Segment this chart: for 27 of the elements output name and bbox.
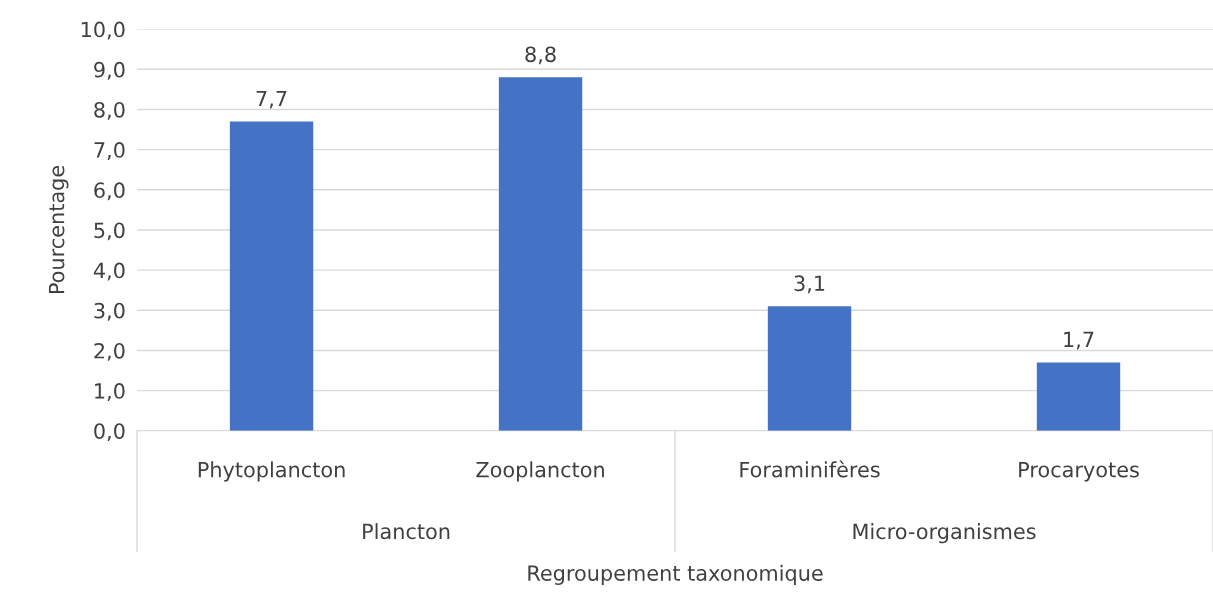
y-tick-label: 10,0 [81, 21, 125, 40]
text: Plancton [363, 523, 450, 540]
x-tick-label: Foraminifères [740, 460, 880, 478]
y-tick-label: 2,0 [94, 342, 125, 361]
y-tick-label: 1,0 [95, 383, 125, 401]
y-tick-label: 6,0 [94, 182, 125, 201]
data-label: 3,1 [794, 275, 825, 294]
y-tick-label: 3,0 [94, 302, 125, 321]
x-tick-label: Procaryotes [1019, 461, 1139, 482]
y-tick-label: 8,0 [94, 101, 125, 120]
y-tick-label: 0,0 [94, 423, 125, 442]
bar [498, 77, 583, 431]
x-axis-title: Regroupement taxonomique [528, 564, 823, 585]
x-tick-label: Zooplancton [476, 461, 604, 482]
y-tick-label: 5,0 [94, 222, 125, 241]
y-tick-label: 4,0 [93, 262, 125, 281]
y-axis-title: Pourcentage [48, 165, 69, 294]
x-tick-label: Phytoplancton [198, 461, 345, 482]
y-tick-label: 9,0 [94, 61, 125, 80]
text: Micro-organismes [853, 523, 1036, 544]
bar [1036, 362, 1121, 431]
y-tick-label: 7,0 [94, 142, 125, 160]
data-label: 1,7 [1064, 331, 1094, 350]
data-label: 7,7 [256, 90, 287, 109]
bar [767, 306, 852, 431]
bar [229, 121, 314, 431]
data-label: 8,8 [525, 46, 556, 65]
